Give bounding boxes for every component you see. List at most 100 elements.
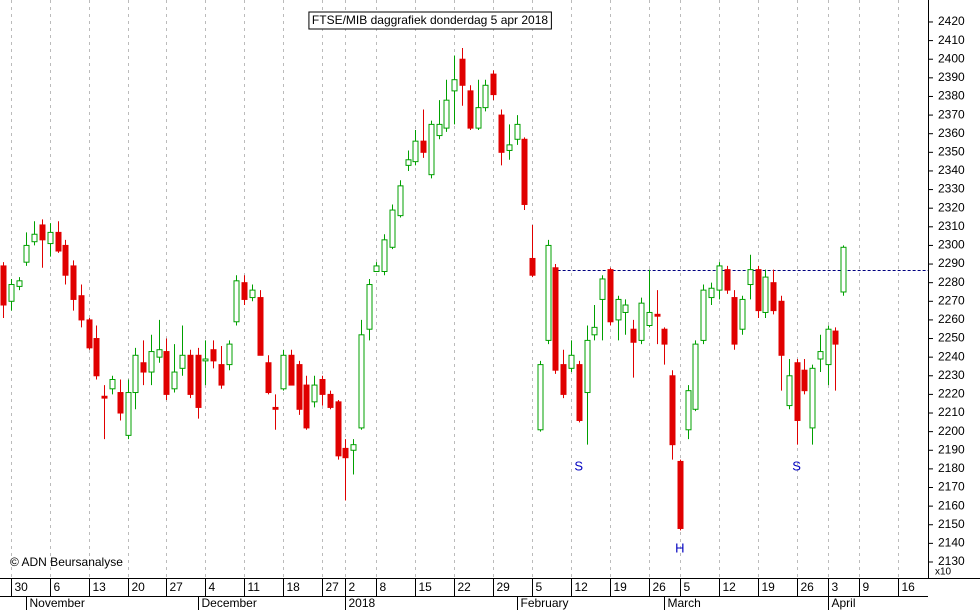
candle-body [669, 375, 676, 446]
candle-body [794, 362, 801, 421]
x-tick-label: 5 [536, 580, 543, 594]
candle-body [327, 393, 334, 408]
candle-body [731, 297, 738, 345]
candle-body [202, 358, 209, 362]
candle-body [716, 265, 723, 291]
candle-body [86, 319, 93, 349]
candle-body [101, 395, 108, 399]
y-tick-label: 2130 [938, 554, 965, 568]
month-label: November [30, 596, 85, 610]
candle-body [373, 265, 380, 272]
x-tick-label: 29 [497, 580, 511, 594]
candle-body [265, 362, 272, 394]
candle-body [132, 354, 139, 394]
candle-body [311, 384, 318, 403]
y-tick-label: 2190 [938, 442, 965, 456]
title-box [308, 11, 552, 30]
x-tick-label: 8 [380, 580, 387, 594]
candle-body [358, 334, 365, 429]
candle-body [55, 231, 62, 252]
candle-body [39, 224, 46, 241]
candle-body [109, 378, 116, 390]
candle-body [529, 257, 536, 276]
candle-body [171, 371, 178, 390]
x-tick-label: 11 [248, 580, 261, 594]
candle-body [140, 362, 147, 373]
candle-body [724, 269, 731, 291]
candle-body [288, 354, 295, 386]
y-tick-label: 2400 [938, 51, 965, 65]
y-tick-label: 2300 [938, 238, 965, 252]
candle-body [443, 99, 450, 129]
candle-body [514, 123, 521, 140]
candle-body [16, 280, 23, 287]
candle-body [78, 295, 85, 321]
candle-body [591, 326, 598, 336]
candle-body [685, 390, 692, 431]
candle-body [350, 444, 357, 451]
candle-body [125, 392, 132, 436]
candle-body [832, 330, 839, 345]
candle-body [117, 392, 124, 414]
candle-body [778, 300, 785, 356]
candle-body [584, 339, 591, 394]
candle-body [840, 246, 847, 293]
y-tick-label: 2320 [938, 200, 965, 214]
candle-body [638, 302, 645, 341]
candle-body [257, 297, 264, 356]
x-tick-label: 13 [93, 580, 107, 594]
x-tick-label: 19 [614, 580, 628, 594]
candle-body [272, 406, 279, 410]
candle-body [786, 375, 793, 407]
month-label: December [202, 596, 257, 610]
candle-body [8, 284, 15, 302]
candle-body [428, 123, 435, 176]
candle-body [762, 276, 769, 313]
candle-body [233, 280, 240, 323]
x-tick-label: 30 [15, 580, 29, 594]
candle-body [545, 244, 552, 341]
candle-body [163, 351, 170, 395]
x-tick-label: 9 [863, 580, 870, 594]
candle-body [436, 123, 443, 137]
candle-body [366, 284, 373, 330]
y-tick-label: 2240 [938, 349, 965, 363]
y-tick-label: 2230 [938, 368, 965, 382]
x-tick-label: 15 [419, 580, 433, 594]
candle-body [62, 244, 69, 276]
x-tick-label: 22 [458, 580, 472, 594]
candle-body [218, 364, 225, 386]
y-tick-label: 2200 [938, 424, 965, 438]
candle-body [397, 185, 404, 217]
x-tick-label: 2 [349, 580, 356, 594]
candle-body [319, 378, 326, 395]
y-tick-label: 2220 [938, 387, 965, 401]
credit: © ADN Beursanalyse [10, 555, 123, 569]
candle-body [599, 278, 606, 300]
candle-body [622, 304, 629, 313]
candle-body [70, 265, 77, 300]
month-label: April [832, 596, 856, 610]
y-tick-label: 2350 [938, 144, 965, 158]
candle-body [31, 233, 38, 243]
candle-body [23, 244, 30, 263]
candle-body [692, 343, 699, 410]
candle-body [296, 364, 303, 410]
y-tick-label: 2410 [938, 33, 965, 47]
y-tick-label: 2290 [938, 256, 965, 270]
candle-body [700, 289, 707, 341]
x-tick-label: 20 [132, 580, 146, 594]
y-tick-label: 2340 [938, 163, 965, 177]
y-tick-label: 2420 [938, 14, 965, 28]
candle-body [210, 349, 217, 362]
candle-body [739, 298, 746, 330]
y-tick-label: 2210 [938, 405, 965, 419]
annotation: S [574, 458, 583, 473]
candle-body [770, 282, 777, 312]
candle-body [607, 269, 614, 323]
candle-body [280, 354, 287, 390]
candle-body [646, 311, 653, 326]
candle-body [576, 364, 583, 421]
candle-body [342, 447, 349, 459]
y-tick-label: 2330 [938, 182, 965, 196]
